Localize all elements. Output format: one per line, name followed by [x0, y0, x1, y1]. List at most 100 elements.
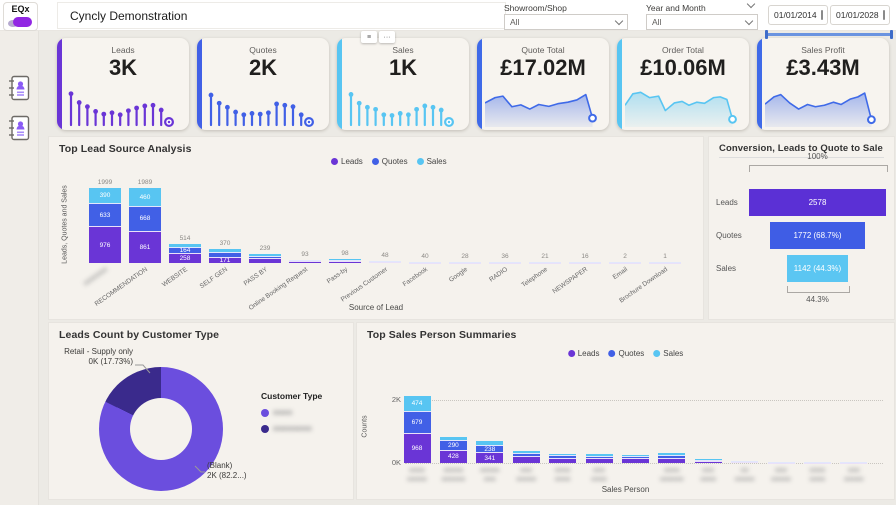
legend-dot	[261, 424, 269, 433]
lead-source-bar[interactable]: 164 258	[169, 243, 201, 263]
contacts-book-icon-2[interactable]	[8, 115, 30, 141]
funnel-row-label: Sales	[716, 264, 737, 273]
kpi-card-leads[interactable]: Leads 3K	[57, 38, 189, 130]
lollipop-spark-chart	[205, 83, 325, 129]
filter-icon[interactable]: ≡	[361, 31, 377, 43]
sales-person-bar[interactable]	[658, 453, 686, 463]
calendar-icon[interactable]	[882, 10, 885, 20]
sales-person-bar[interactable]	[803, 462, 831, 464]
sales-segment	[209, 249, 241, 253]
visual-header-toolbar: ≡ ···	[361, 31, 395, 43]
kpi-card-title: Leads	[111, 45, 135, 55]
date-end-input[interactable]: 01/01/2028	[830, 5, 890, 25]
sales-person-bar[interactable]	[767, 462, 795, 464]
lead-source-bar[interactable]	[609, 262, 641, 264]
sales-person-bar[interactable]	[694, 459, 722, 463]
sales-person-bar[interactable]	[585, 454, 613, 463]
lead-source-bar[interactable]	[529, 262, 561, 264]
lead-source-bar[interactable]	[289, 259, 321, 263]
lead-source-bar[interactable]	[369, 261, 401, 264]
donut-legend-item-0[interactable]: ■■■■	[261, 408, 322, 417]
kpi-card-sales-profit[interactable]: Sales Profit £3.43M	[757, 38, 889, 130]
more-options-icon[interactable]: ···	[379, 31, 395, 43]
calendar-icon[interactable]	[820, 10, 823, 20]
leads-segment	[512, 456, 540, 463]
kpi-card-quote-total[interactable]: Quote Total £17.02M	[477, 38, 609, 130]
quotes-segment	[767, 462, 795, 463]
segment-value: 861	[139, 243, 151, 251]
legend-item-leads[interactable]: Leads	[331, 157, 363, 166]
label-line-1: ■■■	[702, 467, 715, 474]
kpi-card-sales[interactable]: Sales 1K	[337, 38, 469, 130]
sales-segment	[169, 243, 201, 248]
kpi-card-quotes[interactable]: Quotes 2K	[197, 38, 329, 130]
x-axis-label: ■■■■■■■	[582, 467, 616, 485]
funnel-bottom-bracket	[787, 286, 850, 293]
label-line-2: ■■■■	[809, 475, 826, 483]
lead-source-bar[interactable]: 390 633 976	[89, 188, 121, 263]
legend-item-sales[interactable]: Sales	[653, 349, 683, 358]
app-logo[interactable]: EQx	[3, 2, 38, 31]
legend-dot	[608, 350, 616, 357]
contacts-book-icon[interactable]	[8, 75, 30, 101]
lead-source-bar[interactable]: 460 668 861	[129, 188, 161, 263]
label-line-2: ■■■■■■	[660, 475, 684, 483]
date-start-input[interactable]: 01/01/2014	[768, 5, 828, 25]
legend-item-sales[interactable]: Sales	[416, 157, 447, 166]
legend-label: ■■■■■■■■	[273, 424, 312, 433]
donut-legend-item-1[interactable]: ■■■■■■■■	[261, 424, 322, 433]
chevron-down-icon[interactable]	[744, 16, 754, 25]
lead-source-bar[interactable]	[409, 261, 441, 264]
label-line-1: ■■	[740, 467, 749, 474]
lead-source-bar[interactable]	[489, 261, 521, 264]
bar-total-label: 28	[461, 252, 469, 260]
sales-person-bar[interactable]	[840, 462, 868, 464]
lead-source-bar[interactable]	[329, 259, 361, 263]
date-range-slider[interactable]	[765, 30, 893, 39]
logo-text: EQx	[11, 4, 30, 14]
segment-value: 679	[411, 418, 423, 426]
kpi-card-order-total[interactable]: Order Total £10.06M	[617, 38, 749, 130]
chevron-down-icon[interactable]	[614, 16, 624, 25]
sales-person-title: Top Sales Person Summaries	[367, 329, 517, 341]
lead-source-bar[interactable]: 171	[209, 249, 241, 263]
kpi-card-value: 1K	[388, 55, 418, 80]
lead-source-title: Top Lead Source Analysis	[59, 143, 192, 155]
collapse-chevron-icon[interactable]	[746, 0, 756, 9]
sales-person-bar[interactable]	[731, 461, 759, 464]
lead-source-bar[interactable]	[449, 261, 481, 264]
month-filter-select[interactable]: All	[646, 14, 758, 30]
lead-source-bar[interactable]	[649, 262, 681, 264]
quotes-segment: 633	[89, 202, 121, 227]
report-title-bar: Cyncly Demonstration	[57, 2, 506, 29]
left-sidebar	[0, 30, 39, 505]
area-spark-chart	[484, 83, 605, 129]
funnel-bar-sales[interactable]: 1142 (44.3%)	[787, 255, 848, 282]
showroom-filter-select[interactable]: All	[504, 14, 628, 30]
segment-value: 164	[179, 247, 191, 254]
quotes-segment	[731, 461, 759, 463]
legend-item-quotes[interactable]: Quotes	[371, 157, 408, 166]
slider-handle-start[interactable]	[765, 30, 768, 39]
quotes-segment	[840, 462, 868, 463]
sales-person-bar[interactable]	[512, 451, 540, 463]
sales-person-bar[interactable]	[549, 453, 577, 463]
kpi-card-value: 2K	[248, 55, 278, 80]
bar-total-label: 370	[219, 240, 231, 248]
legend-item-quotes[interactable]: Quotes	[608, 349, 644, 358]
sales-person-bar[interactable]: 238 341	[476, 440, 504, 463]
slider-handle-end[interactable]	[890, 30, 893, 39]
funnel-bar-quotes[interactable]: 1772 (68.7%)	[770, 222, 865, 249]
callout-label: Retail - Supply only	[64, 347, 133, 356]
sales-person-bar[interactable]	[621, 454, 649, 463]
lead-source-bar[interactable]	[249, 254, 281, 263]
sales-person-bar[interactable]: 290 428	[439, 437, 467, 463]
lead-source-bar[interactable]	[569, 262, 601, 264]
funnel-bar-leads[interactable]: 2578	[749, 189, 886, 216]
sales-person-bar[interactable]: 474 679 968	[403, 396, 431, 463]
segment-value: 341	[484, 454, 496, 462]
legend-item-leads[interactable]: Leads	[567, 349, 599, 358]
funnel-top-percent: 100%	[807, 152, 828, 161]
leads-segment: 171	[209, 256, 241, 263]
legend-label: Quotes	[381, 157, 408, 166]
